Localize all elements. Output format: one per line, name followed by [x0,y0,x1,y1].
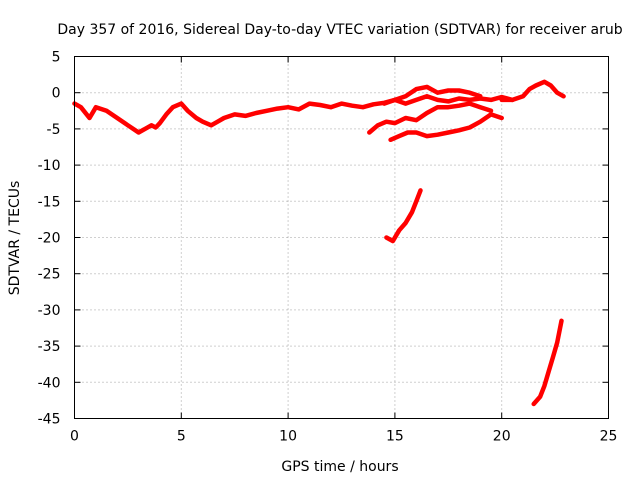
series-layer [72,79,566,407]
y-tick-label: -40 [38,375,61,391]
x-axis-label: GPS time / hours [281,459,398,475]
chart-title: Day 357 of 2016, Sidereal Day-to-day VTE… [57,22,622,38]
x-tick-label: 20 [493,429,511,445]
x-tick-label: 10 [279,429,297,445]
series-line-mid-track-b [388,112,504,143]
y-tick-label: -20 [38,231,61,247]
y-tick-label: -35 [38,339,61,355]
y-axis-label: SDTVAR / TECUs [7,181,23,296]
y-tick-label: -30 [38,303,61,319]
series-line-main-track [72,94,515,135]
series-line-upper-track [381,84,483,106]
x-tick-label: 5 [177,429,186,445]
series-line-late-track [499,79,566,103]
x-tick-label: 25 [600,429,618,445]
series-line-drop-track-1 [384,188,423,244]
series-line-drop-track-2 [531,318,564,407]
series-line-mid-track-a [367,101,494,135]
x-tick-label: 15 [386,429,404,445]
y-tick-label: 0 [52,86,61,102]
y-tick-label: -45 [38,412,61,428]
y-tick-label: -15 [38,194,61,210]
y-tick-label: -5 [47,122,61,138]
y-tick-label: -25 [38,267,61,283]
y-tick-label: 5 [52,50,61,66]
axis-layer: 0 5 10 15 20 25 5 0 -5 -10 -15 -20 -25 -30 -35 -40 -45 [38,50,618,445]
y-tick-label: -10 [38,158,61,174]
x-tick-label: 0 [70,429,79,445]
